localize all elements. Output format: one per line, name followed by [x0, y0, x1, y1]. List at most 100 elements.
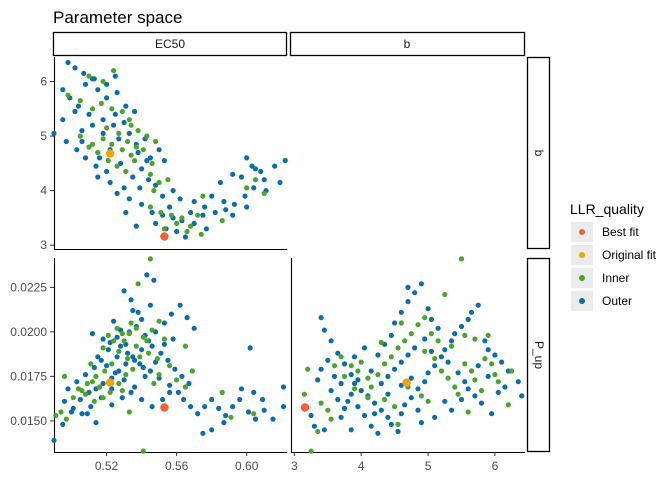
point-outer	[139, 347, 145, 353]
point-outer	[280, 384, 287, 390]
point-inner	[485, 332, 491, 338]
point-outer	[221, 198, 227, 205]
point-outer	[495, 389, 501, 395]
point-inner	[86, 144, 92, 150]
point-outer	[191, 325, 197, 331]
point-inner	[146, 350, 152, 356]
point-outer	[442, 398, 448, 404]
point-inner	[130, 366, 136, 372]
y-axis-p-up: 0.0150 0.0175 0.0200 0.0225	[10, 280, 54, 428]
point-outer	[128, 389, 134, 395]
point-outer	[153, 220, 159, 226]
point-inner	[137, 354, 143, 360]
point-inner	[428, 331, 434, 337]
point-outer	[174, 228, 180, 235]
point-outer	[191, 220, 197, 226]
point-outer	[311, 423, 317, 429]
column-strip-label-ec50: EC50	[155, 37, 185, 51]
point-outer	[502, 384, 508, 390]
point-outer	[125, 350, 131, 356]
point-outer	[212, 209, 218, 216]
point-outer	[89, 331, 96, 337]
point-inner	[140, 334, 146, 340]
point-inner	[109, 106, 115, 112]
point-outer	[358, 388, 364, 394]
point-inner	[151, 188, 157, 194]
point-inner	[358, 359, 364, 365]
point-outer	[51, 130, 57, 136]
point-outer	[223, 207, 229, 213]
point-outer	[282, 158, 288, 164]
point-outer	[348, 427, 354, 433]
point-outer	[167, 204, 173, 210]
point-outer	[149, 343, 155, 349]
point-outer	[175, 389, 181, 395]
point-outer	[230, 404, 236, 410]
point-outer	[70, 405, 76, 411]
point-outer	[328, 338, 334, 344]
point-outer	[388, 421, 394, 427]
point-outer	[361, 412, 368, 419]
point-outer	[325, 357, 331, 363]
point-inner	[425, 398, 431, 404]
point-outer	[445, 359, 451, 365]
point-outer	[121, 377, 127, 383]
point-outer	[422, 379, 428, 385]
point-inner	[123, 168, 129, 175]
point-outer	[216, 405, 222, 411]
x-tick-label: 3	[291, 459, 298, 473]
point-inner	[133, 325, 139, 331]
point-outer	[338, 414, 344, 420]
point-outer	[74, 147, 80, 153]
point-inner	[505, 402, 511, 408]
x-tick-label: 4	[358, 459, 365, 473]
x-tick-label: 0.52	[95, 459, 119, 473]
point-outer	[82, 81, 89, 87]
point-outer	[375, 352, 381, 358]
legend-swatch-outer	[579, 298, 585, 304]
chart-title: Parameter space	[53, 8, 182, 27]
point-outer	[345, 398, 351, 404]
point-outer	[221, 420, 227, 426]
point-inner	[116, 130, 122, 136]
point-inner	[89, 106, 96, 112]
point-outer	[89, 122, 96, 128]
point-inner	[140, 448, 146, 454]
point-inner	[388, 354, 394, 360]
point-outer	[111, 318, 117, 324]
point-inner	[415, 322, 421, 328]
row-strip-label-p-up: P_up	[532, 341, 546, 369]
x-tick-label: 0.56	[165, 459, 189, 473]
point-inner	[119, 388, 125, 394]
point-inner	[147, 204, 153, 210]
point-inner	[382, 396, 388, 403]
point-inner	[158, 209, 164, 216]
point-inner	[495, 379, 501, 385]
point-outer	[84, 411, 90, 417]
y-tick-label: 6	[40, 75, 47, 89]
point-outer	[95, 87, 101, 93]
point-outer	[318, 366, 324, 372]
point-outer	[146, 177, 152, 183]
point-outer	[60, 421, 66, 427]
point-inner	[128, 122, 134, 128]
point-outer	[385, 373, 391, 379]
point-inner	[121, 338, 127, 344]
point-inner	[89, 141, 96, 147]
point-outer	[388, 332, 394, 338]
point-inner	[100, 136, 106, 142]
point-outer	[308, 412, 314, 419]
point-inner	[58, 409, 64, 415]
point-outer	[499, 359, 505, 365]
point-outer	[368, 423, 374, 429]
point-outer	[114, 354, 120, 360]
point-outer	[114, 89, 120, 96]
point-outer	[182, 234, 188, 240]
point-inner	[509, 368, 515, 374]
point-outer	[60, 87, 66, 93]
point-inner	[472, 377, 478, 383]
point-outer	[147, 302, 153, 308]
point-outer	[168, 311, 174, 317]
point-outer	[478, 400, 485, 406]
point-outer	[355, 377, 361, 383]
